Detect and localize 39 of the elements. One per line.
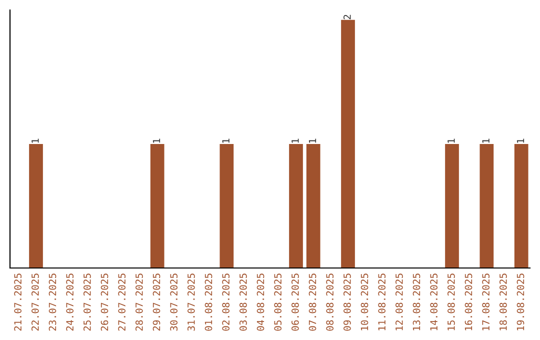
data-label: 1 — [152, 138, 160, 143]
x-tick-label: 23.07.2025 — [48, 274, 56, 331]
x-tick-label: 25.07.2025 — [83, 274, 91, 331]
x-tick-label: 06.08.2025 — [291, 274, 299, 331]
x-tick-label: 19.08.2025 — [516, 274, 524, 330]
x-tick-label: 24.07.2025 — [66, 274, 74, 331]
x-tick-label: 08.08.2025 — [326, 274, 334, 331]
data-label: 1 — [222, 138, 230, 143]
x-tick-label: 30.07.2025 — [170, 274, 178, 331]
x-tick-label: 31.07.2025 — [187, 274, 195, 331]
x-tick-label: 03.08.2025 — [239, 274, 247, 331]
x-tick-label: 13.08.2025 — [412, 274, 420, 330]
x-tick-label: 14.08.2025 — [430, 274, 438, 330]
x-tick-label: 27.07.2025 — [118, 274, 126, 331]
x-tick-label: 16.08.2025 — [464, 274, 472, 330]
x-tick-label: 29.07.2025 — [152, 274, 160, 331]
x-tick-label: 10.08.2025 — [360, 274, 368, 330]
x-tick-label: 17.08.2025 — [482, 274, 490, 330]
data-label: 1 — [516, 138, 524, 143]
x-tick-label: 11.08.2025 — [378, 274, 386, 330]
x-tick-label: 04.08.2025 — [256, 274, 264, 331]
data-label: 1 — [292, 138, 299, 143]
x-tick-label: 05.08.2025 — [274, 274, 282, 331]
data-label: 1 — [448, 138, 455, 143]
x-tick-label: 15.08.2025 — [447, 274, 455, 330]
data-label: 1 — [482, 138, 490, 143]
x-tick-label: 21.07.2025 — [14, 274, 22, 331]
x-tick-label: 22.07.2025 — [31, 274, 39, 331]
x-tick-label: 01.08.2025 — [204, 274, 212, 331]
x-tick-label: 02.08.2025 — [222, 274, 230, 331]
data-label: 1 — [308, 138, 316, 143]
x-tick-label: 12.08.2025 — [395, 274, 403, 330]
x-tick-label: 26.07.2025 — [100, 274, 108, 331]
x-tick-label: 28.07.2025 — [135, 274, 143, 331]
x-tick-label: 07.08.2025 — [308, 274, 316, 331]
x-tick-label: 18.08.2025 — [499, 274, 507, 330]
x-tick-label: 09.08.2025 — [343, 274, 351, 331]
data-label: 1 — [32, 138, 39, 143]
data-label: 2 — [343, 14, 351, 20]
